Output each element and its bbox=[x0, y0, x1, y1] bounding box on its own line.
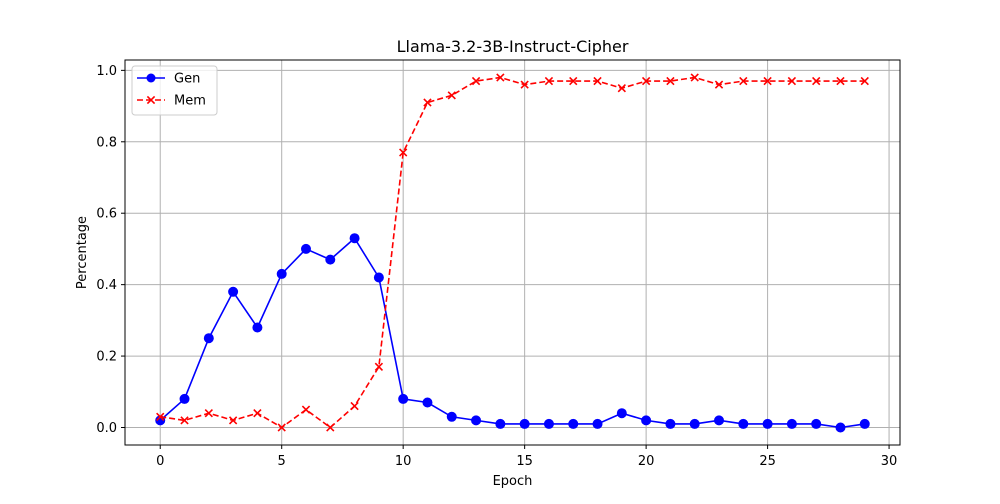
data-point-gen bbox=[179, 393, 190, 404]
data-point-gen bbox=[592, 418, 603, 429]
x-tick-label: 20 bbox=[638, 454, 655, 469]
y-tick-label: 0.6 bbox=[96, 207, 117, 222]
data-point-mem bbox=[714, 80, 724, 89]
data-point-mem bbox=[787, 76, 797, 86]
data-point-gen bbox=[325, 254, 336, 265]
y-tick-label: 0.8 bbox=[96, 135, 117, 150]
data-point-mem bbox=[301, 405, 311, 414]
grid bbox=[125, 60, 900, 445]
data-point-gen bbox=[228, 286, 239, 297]
data-point-gen bbox=[446, 411, 457, 422]
data-point-mem bbox=[228, 416, 238, 425]
y-tick-label: 0.2 bbox=[96, 350, 117, 365]
data-point-mem bbox=[374, 362, 384, 371]
chart-title: Llama-3.2-3B-Instruct-Cipher bbox=[397, 37, 629, 56]
plot-frame bbox=[124, 59, 901, 446]
data-point-mem bbox=[641, 76, 651, 86]
data-point-mem bbox=[569, 76, 578, 86]
data-point-mem bbox=[350, 401, 359, 411]
x-tick-label: 25 bbox=[759, 454, 776, 469]
data-point-mem bbox=[277, 423, 286, 432]
data-point-gen bbox=[300, 243, 311, 254]
data-point-mem bbox=[496, 73, 505, 82]
data-point-gen bbox=[349, 233, 360, 244]
x-tick-label: 0 bbox=[156, 454, 164, 469]
data-point-mem bbox=[156, 412, 165, 421]
legend-marker-mem bbox=[146, 95, 156, 105]
y-tick-label: 0.0 bbox=[96, 421, 117, 436]
data-point-gen bbox=[495, 418, 506, 429]
data-point-mem bbox=[739, 76, 748, 86]
series-line-mem bbox=[160, 76, 865, 429]
data-point-mem bbox=[471, 76, 481, 86]
data-point-mem bbox=[690, 73, 699, 82]
legend: Gen Mem bbox=[131, 65, 218, 116]
data-point-gen bbox=[665, 418, 676, 429]
data-point-gen bbox=[835, 422, 846, 433]
data-point-gen bbox=[543, 418, 554, 429]
legend-label-mem: Mem bbox=[174, 94, 206, 109]
y-tick-label: 1.0 bbox=[96, 64, 117, 79]
x-tick-label: 5 bbox=[278, 454, 286, 469]
data-point-gen bbox=[203, 333, 214, 344]
data-point-mem bbox=[860, 76, 869, 86]
data-point-mem bbox=[423, 98, 432, 107]
data-point-mem bbox=[447, 91, 456, 100]
data-point-gen bbox=[811, 418, 822, 429]
data-point-mem bbox=[593, 76, 602, 86]
data-point-mem bbox=[520, 80, 529, 89]
x-tick-label: 30 bbox=[881, 454, 898, 469]
ticks: 0 5 10 15 20 25 30 0.0 0.2 0.4 0.6 0.8 1.0 bbox=[96, 64, 897, 469]
series-group bbox=[155, 73, 870, 433]
data-point-mem bbox=[836, 76, 845, 86]
data-point-gen bbox=[714, 415, 725, 426]
legend-marker-gen bbox=[146, 73, 156, 83]
data-point-mem bbox=[204, 409, 213, 418]
data-point-gen bbox=[616, 408, 627, 419]
data-point-gen bbox=[786, 418, 797, 429]
data-point-gen bbox=[398, 393, 409, 404]
data-point-mem bbox=[812, 76, 821, 86]
data-point-gen bbox=[859, 418, 870, 429]
x-axis-label: Epoch bbox=[493, 474, 533, 489]
data-point-gen bbox=[471, 415, 482, 426]
data-point-mem bbox=[399, 148, 408, 157]
data-point-gen bbox=[568, 418, 579, 429]
data-point-mem bbox=[666, 76, 675, 86]
data-point-gen bbox=[422, 397, 433, 408]
data-point-mem bbox=[253, 409, 262, 418]
data-point-gen bbox=[689, 418, 700, 429]
x-tick-label: 15 bbox=[516, 454, 533, 469]
legend-label-gen: Gen bbox=[174, 72, 200, 87]
y-axis-label: Percentage bbox=[75, 216, 90, 289]
series-mem bbox=[156, 73, 869, 432]
data-point-mem bbox=[544, 76, 554, 86]
data-point-gen bbox=[373, 272, 384, 283]
data-point-gen bbox=[762, 418, 773, 429]
data-point-gen bbox=[252, 322, 263, 333]
data-point-mem bbox=[180, 416, 189, 425]
data-point-mem bbox=[617, 84, 626, 93]
x-tick-label: 10 bbox=[395, 454, 412, 469]
data-point-mem bbox=[326, 423, 335, 432]
series-gen bbox=[155, 233, 870, 433]
data-point-gen bbox=[276, 268, 287, 279]
data-point-gen bbox=[738, 418, 749, 429]
data-point-mem bbox=[763, 76, 772, 86]
y-tick-label: 0.4 bbox=[96, 278, 117, 293]
data-point-gen bbox=[519, 418, 530, 429]
data-point-gen bbox=[641, 415, 652, 426]
